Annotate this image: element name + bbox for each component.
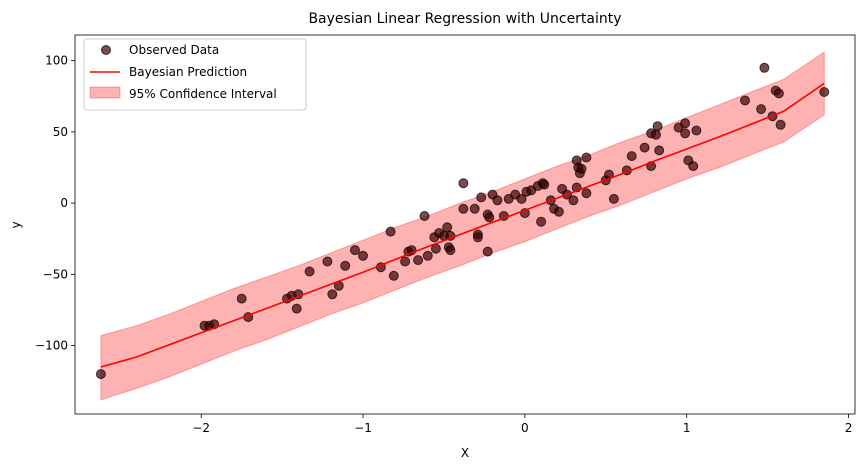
y-tick-label: 0 [60,196,68,210]
data-point [568,195,579,206]
data-point [651,129,661,140]
x-axis: −2 −1 0 1 2 [192,414,852,435]
data-point [576,163,587,174]
y-axis: −100 −50 0 50 100 [35,54,75,353]
data-point [581,152,592,163]
data-point [759,62,770,73]
data-point [458,178,469,189]
data-point [469,203,480,214]
data-point [340,260,351,271]
legend-marker-confidence-interval [89,86,121,99]
data-point [539,179,550,190]
x-tick-label: −2 [192,421,210,435]
prediction-line [100,82,825,368]
x-axis-label: X [461,446,469,460]
x-tick-label: 1 [683,421,691,435]
x-tick-label: 0 [521,421,529,435]
data-point [773,88,784,99]
data-point [327,289,338,300]
data-point [553,206,564,217]
data-point [536,216,547,227]
data-point [691,125,702,136]
prediction-line-layer [100,82,825,368]
confidence-band [100,51,825,401]
data-point [304,266,315,277]
data-point [400,256,411,267]
x-tick-label: 2 [845,421,853,435]
y-tick-label: 50 [53,125,68,139]
data-point [236,293,247,304]
data-point [626,151,637,162]
data-point [419,211,430,221]
data-point [581,188,592,199]
data-point [492,195,503,206]
data-point [322,256,333,267]
data-point [472,232,483,243]
data-point [756,104,767,115]
legend-label-confidence-interval: 95% Confidence Interval [129,87,277,101]
data-point [654,145,665,156]
data-point [482,246,493,257]
legend-marker-observed-data [101,45,111,55]
data-point [291,303,302,314]
data-point [484,212,495,223]
data-point [458,203,469,214]
data-point [358,250,368,261]
data-point [680,128,691,139]
legend: Observed Data Bayesian Prediction 95% Co… [83,38,307,111]
chart-title: Bayesian Linear Regression with Uncertai… [308,11,621,27]
y-tick-label: 100 [45,54,68,68]
y-tick-label: −100 [35,339,68,353]
data-point [413,255,424,266]
data-point [639,142,650,153]
x-tick-label: −1 [354,421,372,435]
data-point [608,193,619,204]
data-point [516,193,527,204]
data-point [476,192,487,203]
data-point [422,250,433,261]
data-point [350,245,360,256]
data-point [385,226,396,237]
plot-frame [74,34,856,415]
y-axis-label: y [9,221,23,228]
data-point [819,87,830,97]
data-point [680,118,691,129]
legend-label-bayesian-prediction: Bayesian Prediction [129,65,247,79]
data-point [652,121,663,132]
y-tick-label: −50 [43,267,68,281]
data-point [688,161,699,172]
data-point [95,369,106,380]
data-point [775,119,786,130]
legend-box [83,38,307,111]
data-point [740,95,750,106]
data-point [445,245,456,256]
data-point [388,270,399,281]
confidence-band-layer [100,51,825,401]
legend-label-observed-data: Observed Data [129,43,219,57]
data-point [442,222,453,233]
